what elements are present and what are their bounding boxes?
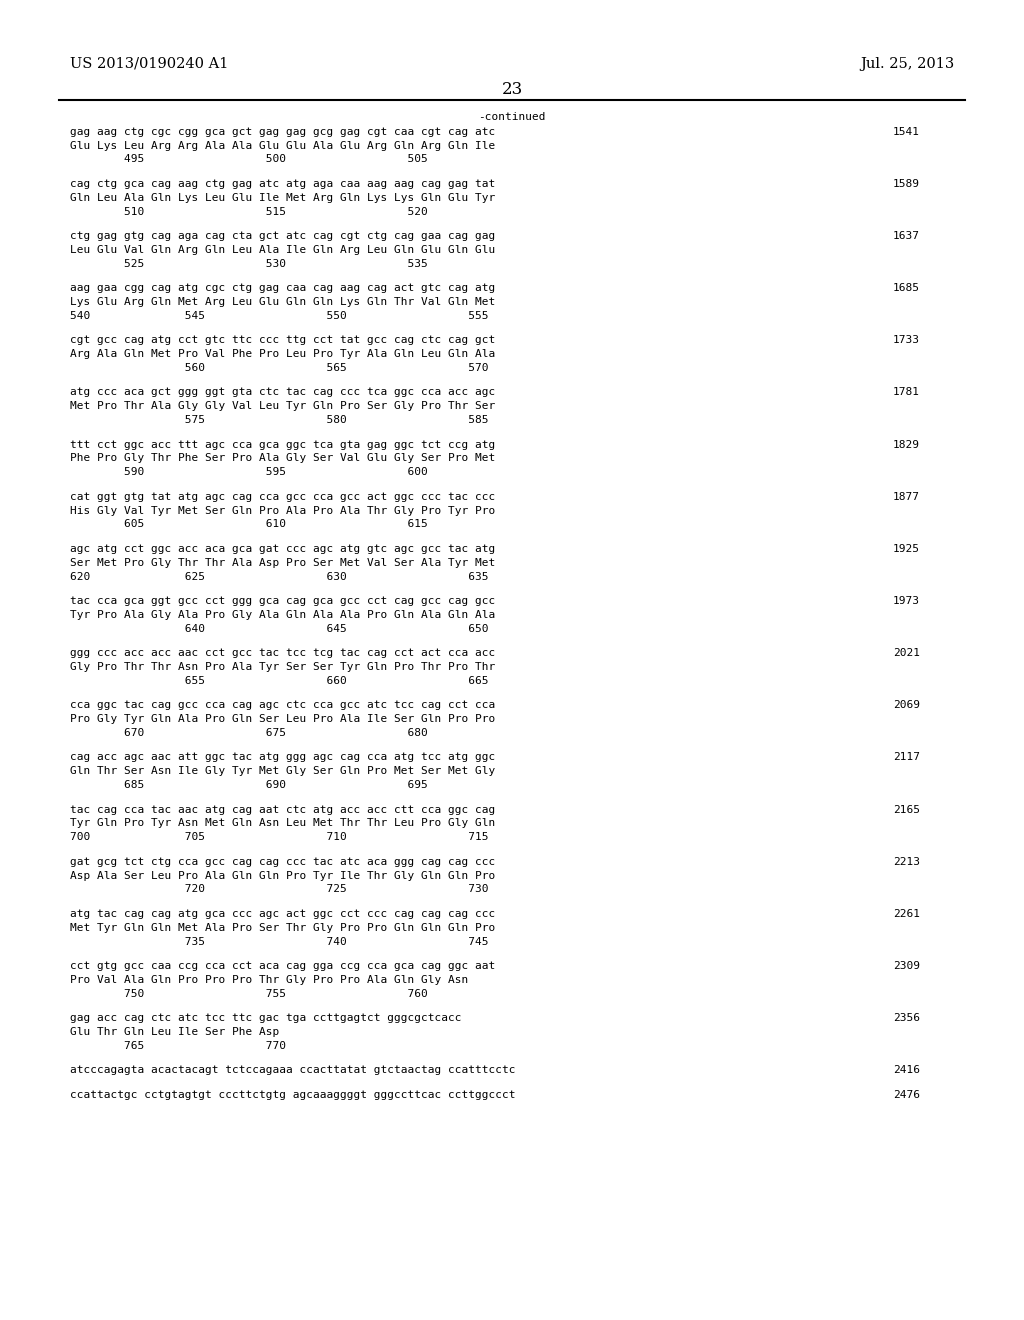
Text: cca ggc tac cag gcc cca cag agc ctc cca gcc atc tcc cag cct cca: cca ggc tac cag gcc cca cag agc ctc cca … bbox=[70, 700, 495, 710]
Text: 1733: 1733 bbox=[893, 335, 920, 346]
Text: Phe Pro Gly Thr Phe Ser Pro Ala Gly Ser Val Glu Gly Ser Pro Met: Phe Pro Gly Thr Phe Ser Pro Ala Gly Ser … bbox=[70, 453, 495, 463]
Text: atg ccc aca gct ggg ggt gta ctc tac cag ccc tca ggc cca acc agc: atg ccc aca gct ggg ggt gta ctc tac cag … bbox=[70, 387, 495, 397]
Text: Arg Ala Gln Met Pro Val Phe Pro Leu Pro Tyr Ala Gln Leu Gln Ala: Arg Ala Gln Met Pro Val Phe Pro Leu Pro … bbox=[70, 348, 495, 359]
Text: cct gtg gcc caa ccg cca cct aca cag gga ccg cca gca cag ggc aat: cct gtg gcc caa ccg cca cct aca cag gga … bbox=[70, 961, 495, 972]
Text: ccattactgc cctgtagtgt cccttctgtg agcaaaggggt gggccttcac ccttggccct: ccattactgc cctgtagtgt cccttctgtg agcaaag… bbox=[70, 1089, 515, 1100]
Text: 750                  755                  760: 750 755 760 bbox=[70, 989, 427, 999]
Text: 720                  725                  730: 720 725 730 bbox=[70, 884, 488, 895]
Text: Gln Thr Ser Asn Ile Gly Tyr Met Gly Ser Gln Pro Met Ser Met Gly: Gln Thr Ser Asn Ile Gly Tyr Met Gly Ser … bbox=[70, 766, 495, 776]
Text: 1589: 1589 bbox=[893, 178, 920, 189]
Text: agc atg cct ggc acc aca gca gat ccc agc atg gtc agc gcc tac atg: agc atg cct ggc acc aca gca gat ccc agc … bbox=[70, 544, 495, 554]
Text: Met Tyr Gln Gln Met Ala Pro Ser Thr Gly Pro Pro Gln Gln Gln Pro: Met Tyr Gln Gln Met Ala Pro Ser Thr Gly … bbox=[70, 923, 495, 933]
Text: Asp Ala Ser Leu Pro Ala Gln Gln Pro Tyr Ile Thr Gly Gln Gln Pro: Asp Ala Ser Leu Pro Ala Gln Gln Pro Tyr … bbox=[70, 870, 495, 880]
Text: 640                  645                  650: 640 645 650 bbox=[70, 623, 488, 634]
Text: Leu Glu Val Gln Arg Gln Leu Ala Ile Gln Arg Leu Gln Glu Gln Glu: Leu Glu Val Gln Arg Gln Leu Ala Ile Gln … bbox=[70, 244, 495, 255]
Text: 590                  595                  600: 590 595 600 bbox=[70, 467, 427, 478]
Text: cag acc agc aac att ggc tac atg ggg agc cag cca atg tcc atg ggc: cag acc agc aac att ggc tac atg ggg agc … bbox=[70, 752, 495, 763]
Text: Tyr Pro Ala Gly Ala Pro Gly Ala Gln Ala Ala Pro Gln Ala Gln Ala: Tyr Pro Ala Gly Ala Pro Gly Ala Gln Ala … bbox=[70, 610, 495, 620]
Text: ttt cct ggc acc ttt agc cca gca ggc tca gta gag ggc tct ccg atg: ttt cct ggc acc ttt agc cca gca ggc tca … bbox=[70, 440, 495, 450]
Text: gat gcg tct ctg cca gcc cag cag ccc tac atc aca ggg cag cag ccc: gat gcg tct ctg cca gcc cag cag ccc tac … bbox=[70, 857, 495, 867]
Text: cgt gcc cag atg cct gtc ttc ccc ttg cct tat gcc cag ctc cag gct: cgt gcc cag atg cct gtc ttc ccc ttg cct … bbox=[70, 335, 495, 346]
Text: 1781: 1781 bbox=[893, 387, 920, 397]
Text: atcccagagta acactacagt tctccagaaa ccacttatat gtctaactag ccatttcctc: atcccagagta acactacagt tctccagaaa ccactt… bbox=[70, 1065, 515, 1076]
Text: 1829: 1829 bbox=[893, 440, 920, 450]
Text: -continued: -continued bbox=[478, 112, 546, 123]
Text: 1685: 1685 bbox=[893, 282, 920, 293]
Text: tac cag cca tac aac atg cag aat ctc atg acc acc ctt cca ggc cag: tac cag cca tac aac atg cag aat ctc atg … bbox=[70, 804, 495, 814]
Text: 1973: 1973 bbox=[893, 595, 920, 606]
Text: 2069: 2069 bbox=[893, 700, 920, 710]
Text: Ser Met Pro Gly Thr Thr Ala Asp Pro Ser Met Val Ser Ala Tyr Met: Ser Met Pro Gly Thr Thr Ala Asp Pro Ser … bbox=[70, 557, 495, 568]
Text: 2213: 2213 bbox=[893, 857, 920, 867]
Text: 540              545                  550                  555: 540 545 550 555 bbox=[70, 310, 488, 321]
Text: 510                  515                  520: 510 515 520 bbox=[70, 206, 427, 216]
Text: cat ggt gtg tat atg agc cag cca gcc cca gcc act ggc ccc tac ccc: cat ggt gtg tat atg agc cag cca gcc cca … bbox=[70, 491, 495, 502]
Text: 23: 23 bbox=[502, 81, 522, 98]
Text: gag acc cag ctc atc tcc ttc gac tga ccttgagtct gggcgctcacc: gag acc cag ctc atc tcc ttc gac tga cctt… bbox=[70, 1012, 461, 1023]
Text: Gly Pro Thr Thr Asn Pro Ala Tyr Ser Ser Tyr Gln Pro Thr Pro Thr: Gly Pro Thr Thr Asn Pro Ala Tyr Ser Ser … bbox=[70, 661, 495, 672]
Text: 2309: 2309 bbox=[893, 961, 920, 972]
Text: His Gly Val Tyr Met Ser Gln Pro Ala Pro Ala Thr Gly Pro Tyr Pro: His Gly Val Tyr Met Ser Gln Pro Ala Pro … bbox=[70, 506, 495, 516]
Text: Glu Thr Gln Leu Ile Ser Phe Asp: Glu Thr Gln Leu Ile Ser Phe Asp bbox=[70, 1027, 279, 1038]
Text: 2261: 2261 bbox=[893, 908, 920, 919]
Text: tac cca gca ggt gcc cct ggg gca cag gca gcc cct cag gcc cag gcc: tac cca gca ggt gcc cct ggg gca cag gca … bbox=[70, 595, 495, 606]
Text: 1925: 1925 bbox=[893, 544, 920, 554]
Text: 525                  530                  535: 525 530 535 bbox=[70, 259, 427, 269]
Text: 1541: 1541 bbox=[893, 127, 920, 137]
Text: 495                  500                  505: 495 500 505 bbox=[70, 154, 427, 165]
Text: 620              625                  630                  635: 620 625 630 635 bbox=[70, 572, 488, 582]
Text: 685                  690                  695: 685 690 695 bbox=[70, 780, 427, 791]
Text: Pro Gly Tyr Gln Ala Pro Gln Ser Leu Pro Ala Ile Ser Gln Pro Pro: Pro Gly Tyr Gln Ala Pro Gln Ser Leu Pro … bbox=[70, 714, 495, 725]
Text: 670                  675                  680: 670 675 680 bbox=[70, 727, 427, 738]
Text: 1637: 1637 bbox=[893, 231, 920, 242]
Text: Glu Lys Leu Arg Arg Ala Ala Glu Glu Ala Glu Arg Gln Arg Gln Ile: Glu Lys Leu Arg Arg Ala Ala Glu Glu Ala … bbox=[70, 140, 495, 150]
Text: ctg gag gtg cag aga cag cta gct atc cag cgt ctg cag gaa cag gag: ctg gag gtg cag aga cag cta gct atc cag … bbox=[70, 231, 495, 242]
Text: 1877: 1877 bbox=[893, 491, 920, 502]
Text: US 2013/0190240 A1: US 2013/0190240 A1 bbox=[70, 57, 228, 71]
Text: 605                  610                  615: 605 610 615 bbox=[70, 519, 427, 529]
Text: Jul. 25, 2013: Jul. 25, 2013 bbox=[860, 57, 954, 71]
Text: 2117: 2117 bbox=[893, 752, 920, 763]
Text: 560                  565                  570: 560 565 570 bbox=[70, 363, 488, 374]
Text: aag gaa cgg cag atg cgc ctg gag caa cag aag cag act gtc cag atg: aag gaa cgg cag atg cgc ctg gag caa cag … bbox=[70, 282, 495, 293]
Text: 655                  660                  665: 655 660 665 bbox=[70, 676, 488, 686]
Text: ggg ccc acc acc aac cct gcc tac tcc tcg tac cag cct act cca acc: ggg ccc acc acc aac cct gcc tac tcc tcg … bbox=[70, 648, 495, 659]
Text: 2356: 2356 bbox=[893, 1012, 920, 1023]
Text: Gln Leu Ala Gln Lys Leu Glu Ile Met Arg Gln Lys Lys Gln Glu Tyr: Gln Leu Ala Gln Lys Leu Glu Ile Met Arg … bbox=[70, 193, 495, 203]
Text: gag aag ctg cgc cgg gca gct gag gag gcg gag cgt caa cgt cag atc: gag aag ctg cgc cgg gca gct gag gag gcg … bbox=[70, 127, 495, 137]
Text: 2021: 2021 bbox=[893, 648, 920, 659]
Text: 2476: 2476 bbox=[893, 1089, 920, 1100]
Text: 700              705                  710                  715: 700 705 710 715 bbox=[70, 832, 488, 842]
Text: cag ctg gca cag aag ctg gag atc atg aga caa aag aag cag gag tat: cag ctg gca cag aag ctg gag atc atg aga … bbox=[70, 178, 495, 189]
Text: 575                  580                  585: 575 580 585 bbox=[70, 414, 488, 425]
Text: Tyr Gln Pro Tyr Asn Met Gln Asn Leu Met Thr Thr Leu Pro Gly Gln: Tyr Gln Pro Tyr Asn Met Gln Asn Leu Met … bbox=[70, 818, 495, 829]
Text: 765                  770: 765 770 bbox=[70, 1040, 286, 1051]
Text: atg tac cag cag atg gca ccc agc act ggc cct ccc cag cag cag ccc: atg tac cag cag atg gca ccc agc act ggc … bbox=[70, 908, 495, 919]
Text: Met Pro Thr Ala Gly Gly Val Leu Tyr Gln Pro Ser Gly Pro Thr Ser: Met Pro Thr Ala Gly Gly Val Leu Tyr Gln … bbox=[70, 401, 495, 412]
Text: 2165: 2165 bbox=[893, 804, 920, 814]
Text: 2416: 2416 bbox=[893, 1065, 920, 1076]
Text: 735                  740                  745: 735 740 745 bbox=[70, 936, 488, 946]
Text: Lys Glu Arg Gln Met Arg Leu Glu Gln Gln Lys Gln Thr Val Gln Met: Lys Glu Arg Gln Met Arg Leu Glu Gln Gln … bbox=[70, 297, 495, 308]
Text: Pro Val Ala Gln Pro Pro Pro Thr Gly Pro Pro Ala Gln Gly Asn: Pro Val Ala Gln Pro Pro Pro Thr Gly Pro … bbox=[70, 974, 468, 985]
